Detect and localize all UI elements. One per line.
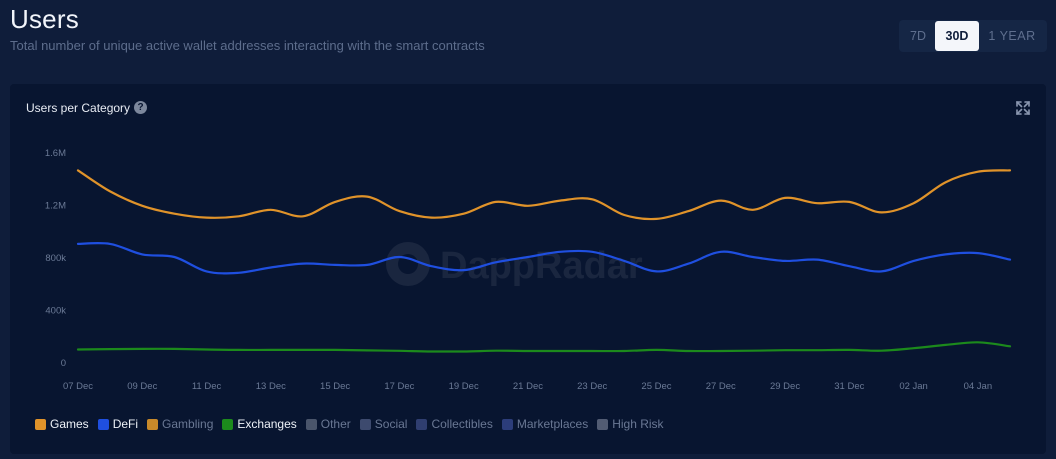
legend-label: Marketplaces bbox=[517, 417, 588, 431]
legend-label: DeFi bbox=[113, 417, 138, 431]
legend-item-other[interactable]: Other bbox=[306, 417, 351, 431]
x-tick-label: 04 Jan bbox=[964, 381, 993, 392]
x-tick-label: 09 Dec bbox=[127, 381, 157, 392]
x-tick-label: 25 Dec bbox=[641, 381, 671, 392]
legend-item-gambling[interactable]: Gambling bbox=[147, 417, 213, 431]
legend-swatch bbox=[98, 419, 109, 430]
expand-arrows-icon[interactable] bbox=[1015, 100, 1031, 116]
legend-swatch bbox=[502, 419, 513, 430]
x-tick-label: 11 Dec bbox=[192, 381, 222, 392]
legend-label: Exchanges bbox=[237, 417, 296, 431]
x-tick-label: 02 Jan bbox=[899, 381, 928, 392]
x-tick-label: 07 Dec bbox=[63, 381, 93, 392]
x-tick-label: 21 Dec bbox=[513, 381, 543, 392]
chart-legend: Games DeFi Gambling Exchanges Other Soci… bbox=[35, 417, 673, 431]
legend-swatch bbox=[147, 419, 158, 430]
legend-label: Gambling bbox=[162, 417, 213, 431]
legend-label: Other bbox=[321, 417, 351, 431]
y-tick-label: 400k bbox=[45, 306, 66, 317]
legend-swatch bbox=[416, 419, 427, 430]
range-1-year-button[interactable]: 1 YEAR bbox=[979, 21, 1045, 51]
legend-label: Social bbox=[375, 417, 408, 431]
page-title: Users bbox=[10, 4, 79, 35]
range-7d-button[interactable]: 7D bbox=[901, 21, 935, 51]
y-tick-label: 800k bbox=[45, 253, 66, 264]
legend-item-collectibles[interactable]: Collectibles bbox=[416, 417, 492, 431]
legend-item-games[interactable]: Games bbox=[35, 417, 89, 431]
question-circle-icon[interactable]: ? bbox=[134, 101, 147, 114]
y-tick-label: 1.2M bbox=[45, 201, 66, 212]
legend-label: Collectibles bbox=[431, 417, 492, 431]
x-tick-label: 19 Dec bbox=[449, 381, 479, 392]
x-tick-label: 13 Dec bbox=[256, 381, 286, 392]
legend-item-social[interactable]: Social bbox=[360, 417, 408, 431]
x-tick-label: 15 Dec bbox=[320, 381, 350, 392]
legend-item-defi[interactable]: DeFi bbox=[98, 417, 138, 431]
legend-item-exchanges[interactable]: Exchanges bbox=[222, 417, 296, 431]
series-line-games[interactable] bbox=[78, 170, 1010, 219]
x-tick-label: 17 Dec bbox=[384, 381, 414, 392]
x-tick-label: 23 Dec bbox=[577, 381, 607, 392]
page-subtitle: Total number of unique active wallet add… bbox=[10, 38, 485, 53]
legend-swatch bbox=[222, 419, 233, 430]
range-30d-button[interactable]: 30D bbox=[935, 21, 979, 51]
legend-label: High Risk bbox=[612, 417, 663, 431]
y-tick-label: 0 bbox=[61, 358, 66, 369]
series-line-exchanges[interactable] bbox=[78, 342, 1010, 351]
legend-swatch bbox=[306, 419, 317, 430]
time-range-selector: 7D 30D 1 YEAR bbox=[899, 20, 1047, 52]
legend-item-marketplaces[interactable]: Marketplaces bbox=[502, 417, 588, 431]
watermark-text: DappRadar bbox=[440, 245, 643, 287]
legend-swatch bbox=[597, 419, 608, 430]
legend-item-high-risk[interactable]: High Risk bbox=[597, 417, 663, 431]
legend-swatch bbox=[35, 419, 46, 430]
chart-title: Users per Category bbox=[26, 101, 130, 115]
x-tick-label: 31 Dec bbox=[834, 381, 864, 392]
users-per-category-chart: DappRadar 0 400k 800k 1.2M 1.6M 07 Dec 09 Dec 11… bbox=[10, 84, 1046, 454]
x-tick-label: 29 Dec bbox=[770, 381, 800, 392]
legend-swatch bbox=[360, 419, 371, 430]
x-tick-label: 27 Dec bbox=[706, 381, 736, 392]
y-tick-label: 1.6M bbox=[45, 148, 66, 159]
chart-card: DappRadar 0 400k 800k 1.2M 1.6M 07 Dec 09 Dec 11… bbox=[10, 84, 1046, 454]
legend-label: Games bbox=[50, 417, 89, 431]
